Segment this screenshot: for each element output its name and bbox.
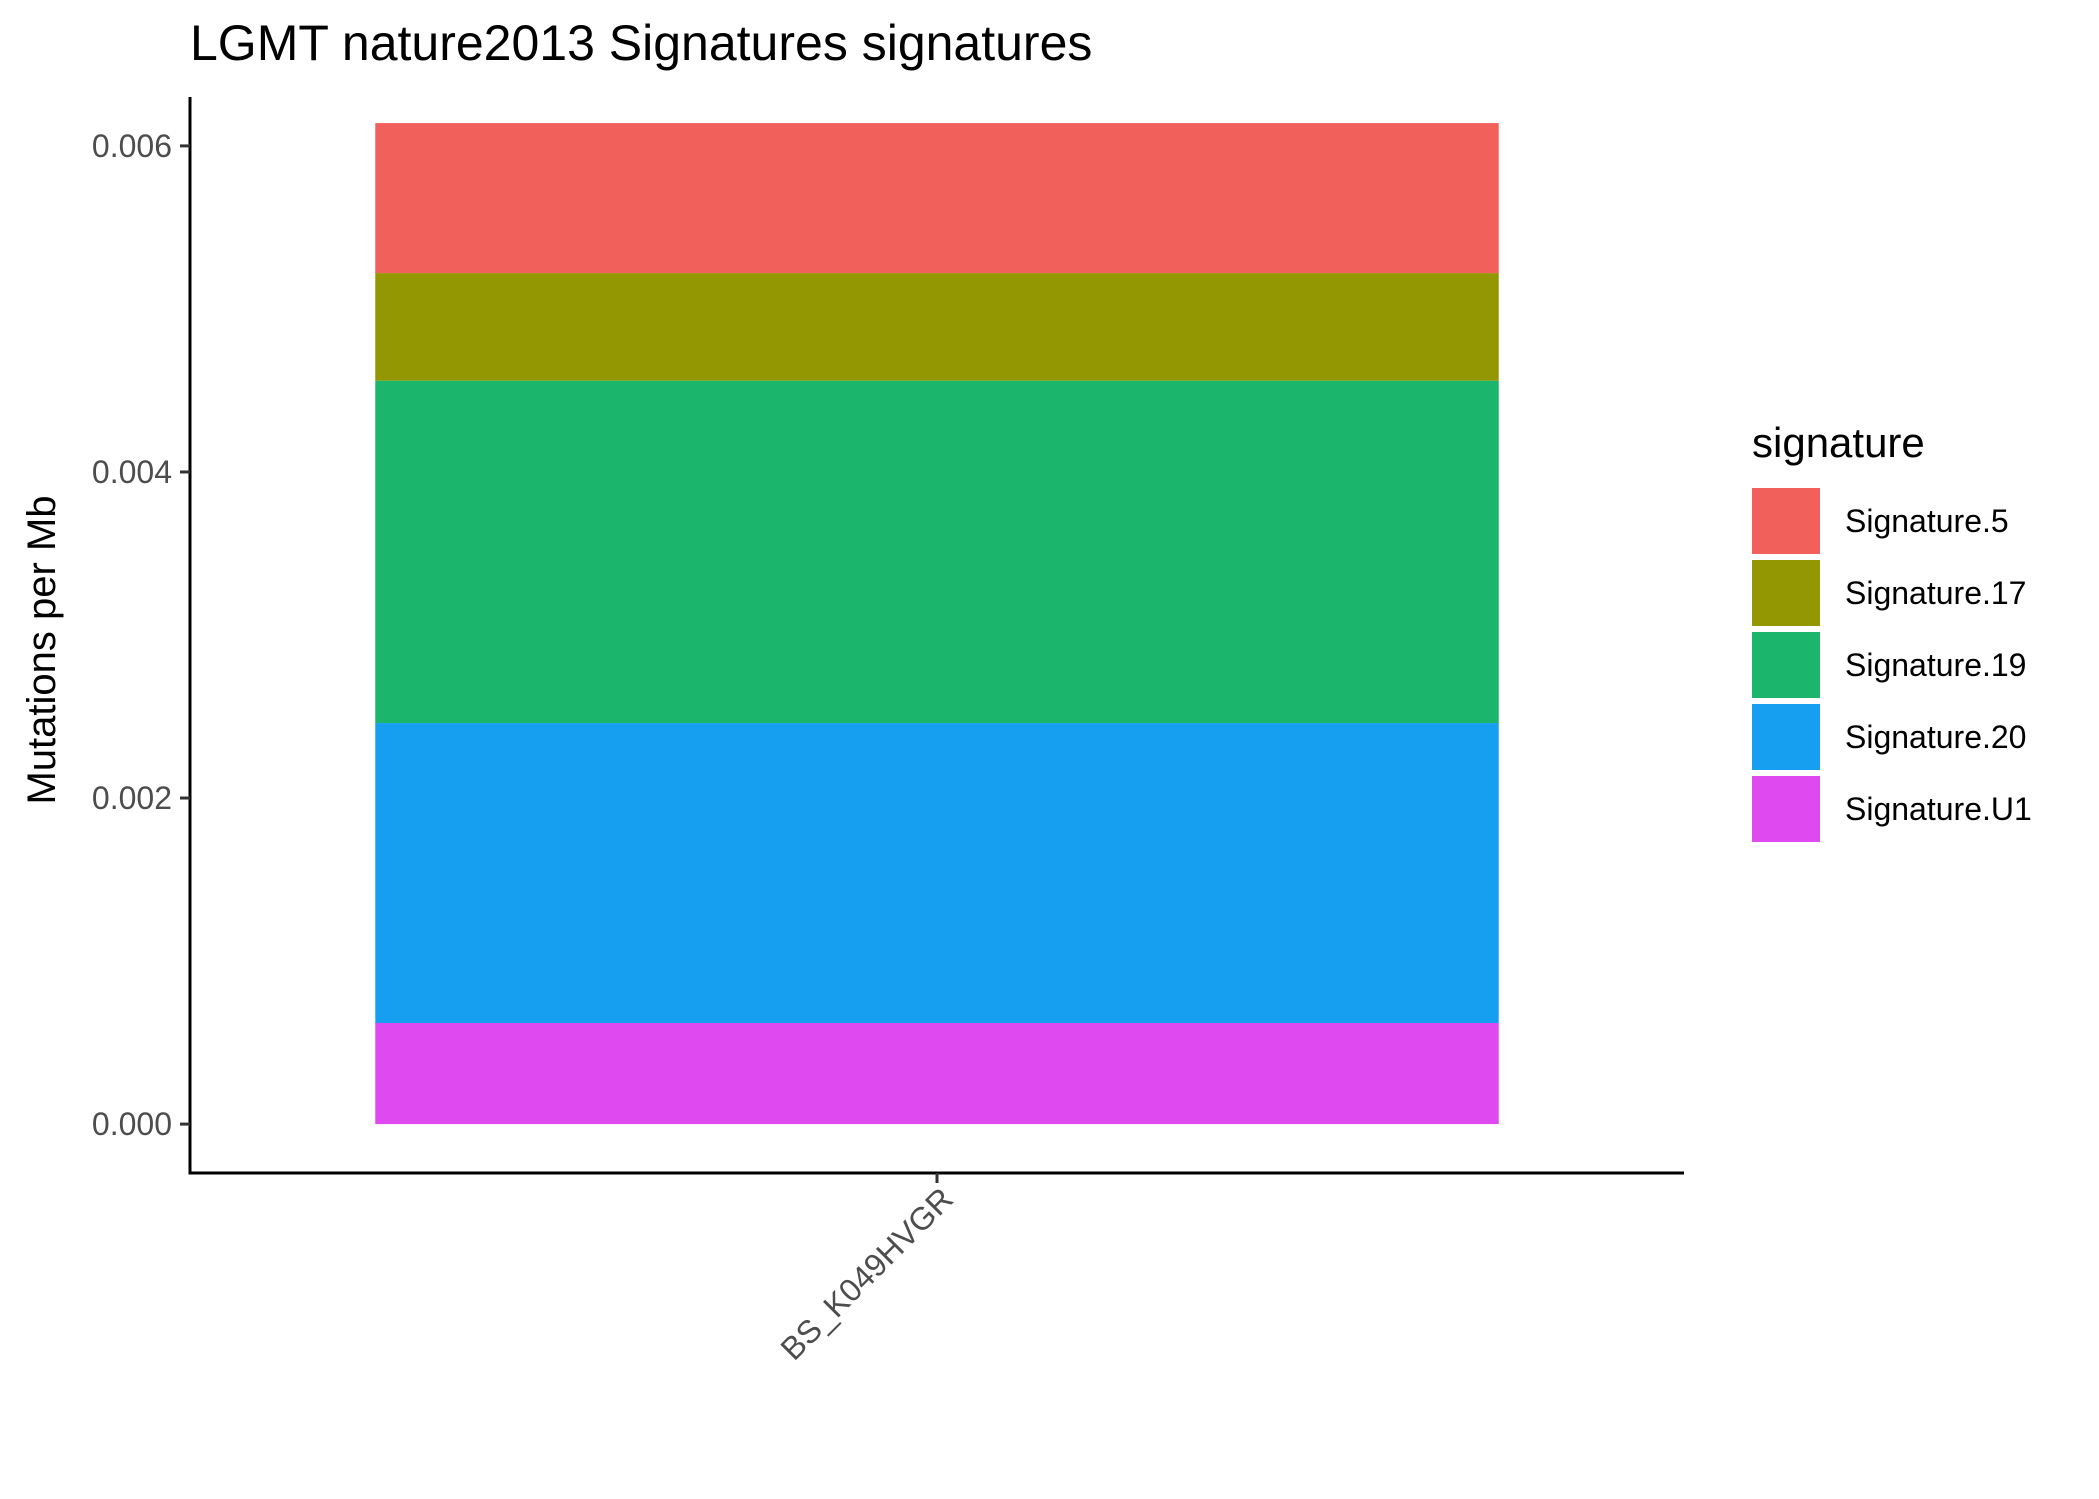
y-axis-ticks: 0.000 0.002 0.004 0.006: [92, 128, 190, 1142]
bar-segment-signature-17: [375, 273, 1499, 381]
legend-key-signature-u1: [1752, 776, 1820, 842]
y-tick-label: 0.006: [92, 128, 172, 164]
legend-label: Signature.5: [1845, 503, 2009, 539]
bar-segment-signature-20: [375, 723, 1499, 1024]
y-tick-label: 0.004: [92, 454, 172, 490]
legend-key-signature-17: [1752, 560, 1820, 626]
y-axis-title: Mutations per Mb: [20, 495, 64, 804]
legend-key-signature-19: [1752, 632, 1820, 698]
legend-key-signature-5: [1752, 488, 1820, 554]
bar-segment-signature-u1: [375, 1023, 1499, 1125]
y-tick-label: 0.002: [92, 780, 172, 816]
x-tick-label: BS_K049HVGR: [774, 1180, 960, 1366]
legend-key-signature-20: [1752, 704, 1820, 770]
chart-title: LGMT nature2013 Signatures signatures: [190, 15, 1092, 71]
x-axis-ticks: BS_K049HVGR: [774, 1173, 960, 1367]
legend: signature Signature.5 Signature.17 Signatu…: [1752, 419, 2032, 842]
y-tick-label: 0.000: [92, 1106, 172, 1142]
legend-label: Signature.U1: [1845, 791, 2032, 827]
bar-stack: [375, 123, 1499, 1125]
legend-label: Signature.19: [1845, 647, 2026, 683]
legend-label: Signature.17: [1845, 575, 2026, 611]
bar-segment-signature-19: [375, 380, 1499, 724]
legend-label: Signature.20: [1845, 719, 2026, 755]
legend-title: signature: [1752, 419, 1925, 466]
bar-segment-signature-5: [375, 123, 1499, 274]
